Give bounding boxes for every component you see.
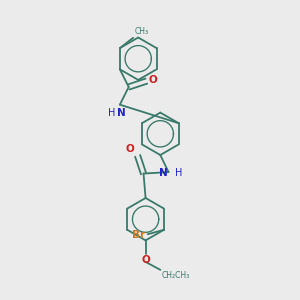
Text: O: O [141, 255, 150, 265]
Text: Br: Br [132, 230, 146, 240]
Text: CH₃: CH₃ [135, 27, 149, 36]
Text: H: H [108, 109, 115, 118]
Text: O: O [126, 143, 135, 154]
Text: N: N [159, 168, 167, 178]
Text: H: H [175, 168, 182, 178]
Text: O: O [149, 75, 158, 85]
Text: CH₂CH₃: CH₂CH₃ [162, 271, 190, 280]
Text: N: N [117, 109, 125, 118]
